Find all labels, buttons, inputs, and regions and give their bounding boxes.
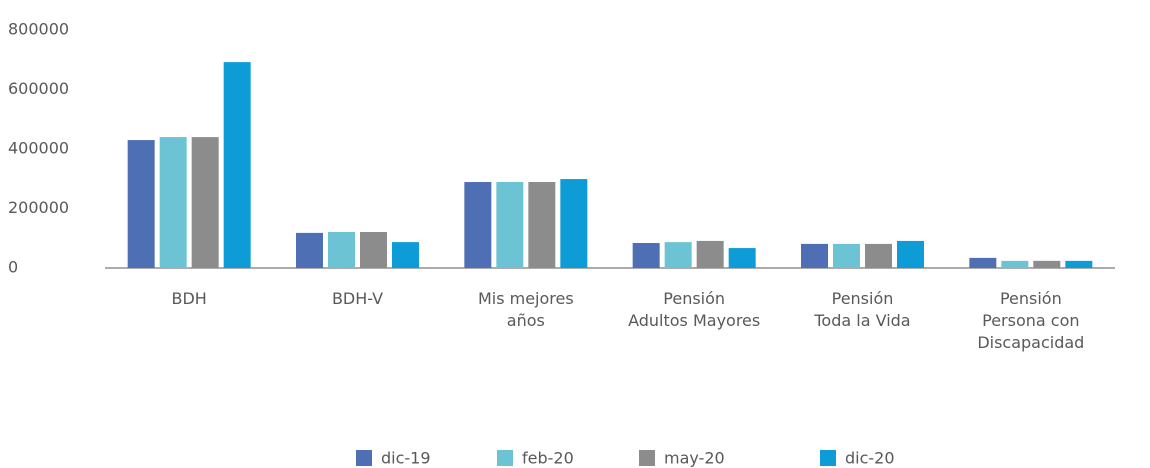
bar bbox=[328, 232, 355, 268]
x-tick-label: Pensión Adultos Mayores bbox=[628, 289, 761, 330]
bar bbox=[496, 182, 524, 268]
y-tick-label: 800000 bbox=[8, 20, 69, 39]
y-tick-label: 200000 bbox=[8, 198, 69, 217]
legend-swatch bbox=[820, 450, 836, 466]
bar bbox=[1001, 260, 1029, 268]
x-tick-label: Pensión Persona con Discapacidad bbox=[977, 289, 1085, 352]
bar bbox=[223, 62, 251, 268]
bar bbox=[696, 240, 724, 268]
bar bbox=[801, 243, 828, 268]
x-tick-label: Mis mejores años bbox=[477, 289, 574, 330]
bar bbox=[664, 242, 692, 268]
bar bbox=[728, 248, 756, 268]
y-tick-label: 0 bbox=[8, 258, 18, 277]
legend-label: dic-19 bbox=[381, 449, 431, 468]
bar bbox=[127, 140, 155, 268]
legend-swatch bbox=[639, 450, 655, 466]
legend-label: dic-20 bbox=[845, 449, 895, 468]
legend-swatch bbox=[497, 450, 513, 466]
legend-label: may-20 bbox=[664, 449, 725, 468]
bar bbox=[159, 137, 187, 268]
bar bbox=[897, 240, 924, 268]
legend-label: feb-20 bbox=[522, 449, 574, 468]
bar bbox=[464, 182, 492, 268]
y-tick-label: 400000 bbox=[8, 139, 69, 158]
bar bbox=[1065, 260, 1093, 268]
x-tick-label: BDH bbox=[171, 289, 207, 308]
bar bbox=[191, 137, 219, 268]
bar bbox=[392, 242, 419, 268]
bar bbox=[528, 182, 556, 268]
bar bbox=[560, 179, 588, 268]
bar bbox=[969, 257, 997, 268]
x-tick-label: Pensión Toda la Vida bbox=[814, 289, 911, 330]
bar bbox=[296, 232, 323, 268]
x-tick-label: BDH-V bbox=[331, 289, 384, 308]
bar bbox=[1033, 260, 1061, 268]
y-tick-label: 600000 bbox=[8, 79, 69, 98]
bar bbox=[865, 243, 892, 268]
legend-swatch bbox=[356, 450, 372, 466]
bar bbox=[833, 243, 860, 268]
bar bbox=[632, 243, 660, 268]
bar bbox=[360, 232, 387, 268]
